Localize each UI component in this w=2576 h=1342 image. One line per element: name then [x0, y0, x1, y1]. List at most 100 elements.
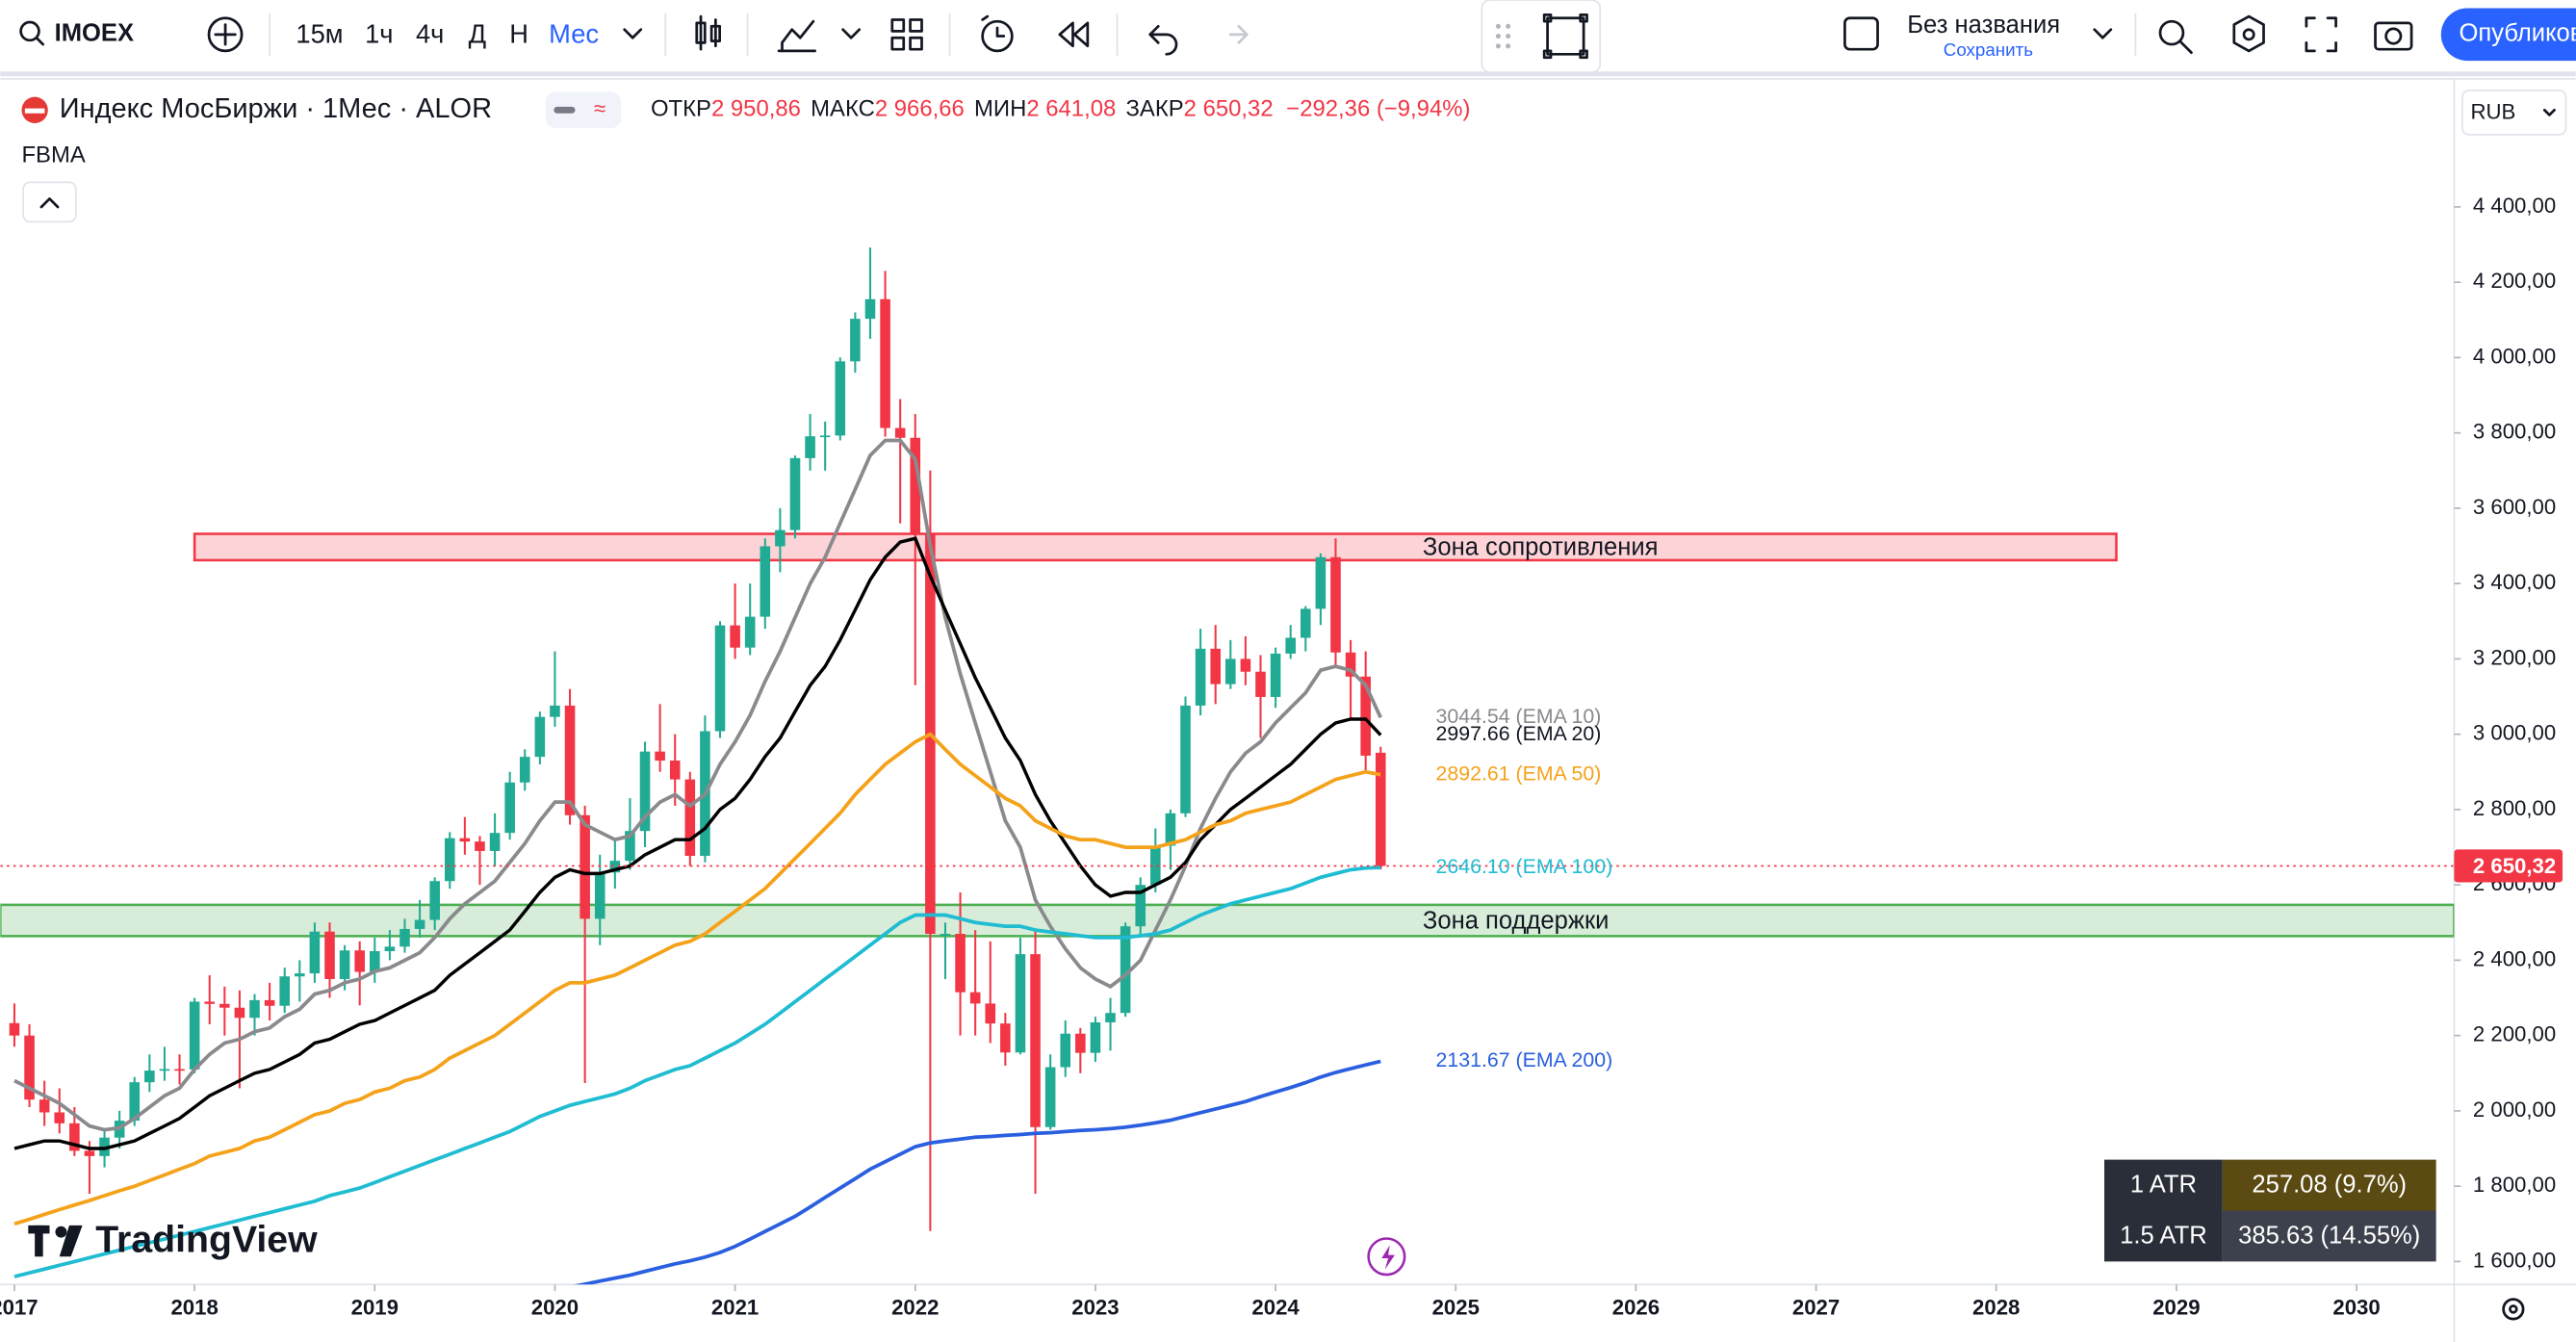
- layout-icon-part[interactable]: [909, 18, 923, 33]
- layout-icon-part[interactable]: [890, 18, 906, 33]
- screenshot-icon-part[interactable]: [2384, 27, 2403, 45]
- candle-body: [910, 437, 921, 534]
- symbol-logo-mark: [24, 108, 45, 114]
- rectangle-tool-part[interactable]: [1542, 49, 1553, 60]
- add-symbol[interactable]: [207, 16, 244, 53]
- currency[interactable]: RUB: [2470, 100, 2515, 124]
- x-tick-label: 2017: [0, 1296, 39, 1320]
- chevron[interactable]: [623, 28, 643, 39]
- drag-handle-part[interactable]: [1506, 33, 1511, 39]
- candle-body: [279, 976, 290, 1006]
- interval[interactable]: 1ч: [365, 19, 393, 49]
- axis-settings-part[interactable]: [2509, 1304, 2518, 1314]
- interval[interactable]: Д: [469, 19, 486, 49]
- candle-body: [399, 928, 410, 947]
- collapse-button[interactable]: [22, 181, 77, 223]
- candle-body: [39, 1099, 50, 1113]
- quick-search-part[interactable]: [2158, 19, 2185, 46]
- candle-body: [234, 1007, 245, 1019]
- legend-toggle[interactable]: [545, 91, 622, 129]
- chevron[interactable]: [841, 28, 862, 39]
- quick-search-part[interactable]: [2178, 39, 2193, 54]
- rectangle-tool-part[interactable]: [1542, 13, 1553, 23]
- search-icon-part[interactable]: [35, 36, 45, 46]
- publish-label[interactable]: Опубликовать: [2460, 20, 2576, 47]
- candle-body: [309, 931, 321, 974]
- chevron[interactable]: [2093, 28, 2113, 39]
- layout-icon-part[interactable]: [909, 36, 923, 51]
- layout-name[interactable]: Без названия: [1907, 12, 2060, 39]
- indicators-icon-part[interactable]: [781, 19, 815, 51]
- interval[interactable]: 4ч: [416, 19, 444, 49]
- x-tick-label: 2021: [711, 1296, 759, 1320]
- alert-icon-part[interactable]: [995, 26, 1006, 38]
- drag-handle[interactable]: [1495, 23, 1511, 49]
- drag-handle-part[interactable]: [1495, 33, 1501, 39]
- candle-body: [1195, 648, 1206, 706]
- symbol[interactable]: IMOEX: [55, 20, 134, 47]
- save[interactable]: Сохранить: [1944, 39, 2033, 60]
- redo-icon[interactable]: [1228, 24, 1249, 44]
- candle-body: [489, 833, 501, 851]
- replay-icon[interactable]: [1058, 21, 1090, 48]
- drag-handle-part[interactable]: [1495, 43, 1501, 49]
- interval-active[interactable]: Мес: [549, 19, 599, 49]
- screenshot-icon[interactable]: [2374, 21, 2413, 51]
- rectangle-tool-part[interactable]: [1579, 49, 1588, 60]
- layout-icon-part[interactable]: [890, 36, 906, 51]
- candle-body: [1240, 658, 1251, 672]
- candles-icon[interactable]: [695, 14, 722, 51]
- candle-body: [384, 946, 396, 952]
- quick-search[interactable]: [2158, 19, 2193, 54]
- layout-square[interactable]: [1843, 16, 1879, 51]
- replay-icon-part[interactable]: [1058, 21, 1090, 48]
- search-icon[interactable]: [19, 20, 45, 46]
- watermark-logo-part: [55, 1226, 67, 1238]
- drag-handle-part[interactable]: [1506, 43, 1511, 49]
- undo-icon[interactable]: [1148, 24, 1178, 56]
- candle-body: [1210, 648, 1221, 684]
- candle-body: [1120, 926, 1131, 1014]
- atr-cell: [2222, 1210, 2436, 1262]
- alert-icon-part[interactable]: [981, 14, 990, 21]
- drag-handle-part[interactable]: [1495, 23, 1501, 29]
- y-tick-label: 3 400,00: [2473, 570, 2556, 594]
- candle-body: [84, 1150, 95, 1156]
- layout-icon[interactable]: [890, 18, 923, 51]
- atr-table: 1 ATR 257.08 (9.7%) 1.5 ATR 385.63 (14.5…: [2104, 1159, 2436, 1262]
- atr-label: 1 ATR: [2130, 1172, 2197, 1199]
- ema-line: [13, 865, 1381, 1278]
- publish-button[interactable]: [2440, 8, 2576, 62]
- interval[interactable]: Н: [509, 19, 528, 49]
- candle-body: [625, 831, 635, 862]
- rectangle-tool-part[interactable]: [1546, 16, 1585, 56]
- add-symbol-part[interactable]: [207, 16, 244, 53]
- candle-body: [760, 546, 771, 617]
- toggle-wave: ≈: [594, 96, 605, 120]
- search-icon-part[interactable]: [19, 20, 40, 42]
- event-bolt: [1381, 1245, 1395, 1270]
- settings-icon[interactable]: [2232, 14, 2265, 53]
- interval[interactable]: 15м: [296, 19, 343, 49]
- drag-handle-part[interactable]: [1506, 23, 1511, 29]
- screenshot-icon-part[interactable]: [2374, 21, 2413, 51]
- axis-settings-part[interactable]: [2502, 1298, 2525, 1321]
- x-tick-label: 2020: [531, 1296, 579, 1320]
- y-tick-label: 3 600,00: [2473, 495, 2556, 519]
- candle-body: [1105, 1013, 1116, 1022]
- axis-settings[interactable]: [2502, 1298, 2525, 1321]
- indicators-icon[interactable]: [777, 19, 816, 53]
- rectangle-tool[interactable]: [1542, 13, 1588, 60]
- alert-icon-part[interactable]: [981, 19, 1014, 53]
- currency-select[interactable]: [2461, 89, 2567, 136]
- alert-icon[interactable]: [981, 14, 1014, 53]
- legend-title[interactable]: Индекс МосБиржи · 1Мес · ALOR: [60, 93, 492, 124]
- x-tick-label: 2026: [1612, 1296, 1660, 1320]
- y-tick-label: 3 000,00: [2473, 721, 2556, 745]
- zone: [0, 903, 2455, 938]
- indicator-name[interactable]: FBMA: [21, 142, 85, 168]
- rectangle-tool-part[interactable]: [1579, 13, 1588, 23]
- fullscreen-icon[interactable]: [2305, 16, 2337, 53]
- atr-cell: [2104, 1210, 2223, 1262]
- candle-body: [1044, 1067, 1056, 1127]
